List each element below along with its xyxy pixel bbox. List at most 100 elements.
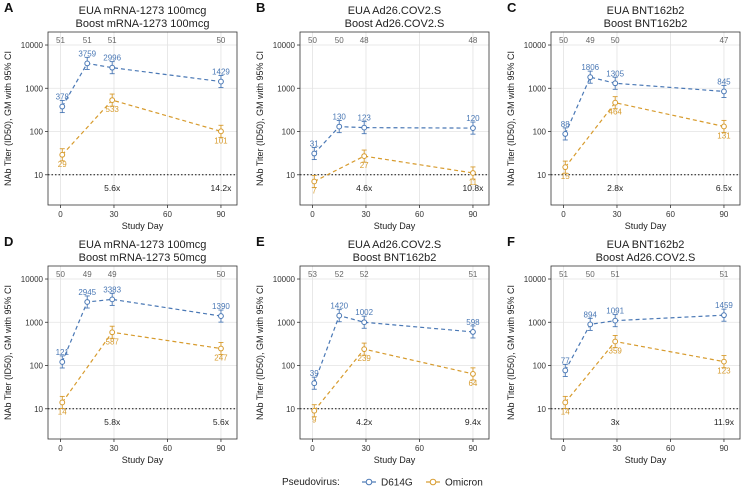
data-label-d614g: 2945 [78,288,96,297]
sample-size-label: 51 [468,270,477,279]
y-axis-label: NAb Titer (ID50), GM with 95% CI [255,51,265,186]
series-line-d614g [564,76,724,135]
data-label-d614g: 1091 [606,307,624,316]
y-tick-label: 10000 [524,275,547,284]
y-tick-label: 10 [537,171,546,180]
x-tick-label: 0 [58,444,63,453]
data-label-d614g: 120 [466,114,480,123]
data-point-omicron [218,128,224,135]
data-label-omicron: 247 [214,354,228,363]
y-tick-label: 100 [282,362,296,371]
sample-size-label: 50 [308,36,317,45]
fold-change-label: 4.2x [356,417,373,427]
y-tick-label: 1000 [528,84,546,93]
x-tick-label: 60 [415,210,424,219]
x-tick-label: 0 [310,444,315,453]
fold-change-label: 5.6x [104,183,121,193]
x-tick-label: 30 [613,444,622,453]
y-tick-label: 100 [533,362,547,371]
x-tick-label: 30 [110,210,119,219]
y-tick-label: 1000 [25,318,43,327]
sample-size-label: 50 [611,36,620,45]
data-label-d614g: 1806 [581,63,599,72]
y-tick-label: 100 [30,128,44,137]
y-tick-label: 10 [34,405,43,414]
x-tick-label: 90 [719,210,728,219]
data-label-d614g: 598 [466,318,480,327]
y-tick-label: 10 [286,405,295,414]
sample-size-label: 47 [719,36,728,45]
data-label-d614g: 77 [561,356,570,365]
panel-frame [299,31,490,206]
x-axis-label: Study Day [122,455,164,465]
x-axis-label: Study Day [625,455,667,465]
sample-size-label: 48 [468,36,477,45]
panel-letter: D [4,234,13,249]
y-axis-label: NAb Titer (ID50), GM with 95% CI [3,285,13,420]
sample-size-label: 50 [56,270,65,279]
fold-change-label: 10.8x [463,183,485,193]
series-line-omicron [313,348,474,412]
data-label-d614g: 845 [717,77,731,86]
x-axis-label: Study Day [625,221,667,231]
data-point-d614g [470,329,476,335]
data-point-d614g [470,125,476,131]
panel-letter: C [507,0,517,15]
data-point-d614g [59,103,66,110]
data-label-omicron: 64 [468,379,477,388]
y-tick-label: 10 [286,171,295,180]
data-label-d614g: 88 [561,120,570,129]
sample-size-label: 49 [83,270,92,279]
series-line-omicron [61,331,222,403]
data-label-omicron: 15 [561,172,570,181]
sample-size-label: 53 [308,270,317,279]
y-tick-label: 1000 [528,318,546,327]
x-tick-label: 60 [666,210,675,219]
data-point-d614g [59,359,66,365]
data-label-d614g: 894 [584,310,598,319]
data-label-d614g: 3383 [103,285,121,294]
data-label-d614g: 123 [358,114,372,123]
data-label-omicron: 7 [312,186,317,195]
y-tick-label: 10 [34,171,43,180]
x-tick-label: 90 [719,444,728,453]
series-line-d614g [564,314,724,371]
x-tick-label: 30 [362,210,371,219]
legend: Pseudovirus: D614G Omicron [282,477,483,489]
series-line-omicron [313,155,474,183]
x-tick-label: 90 [216,210,225,219]
data-point-omicron [562,399,569,406]
data-point-omicron [311,407,318,414]
x-axis-label: Study Day [374,221,416,231]
panel-frame [550,265,741,440]
data-point-d614g [612,80,619,87]
x-tick-label: 60 [163,444,172,453]
data-label-d614g: 1390 [212,302,230,311]
x-tick-label: 0 [310,210,315,219]
data-point-omicron [470,170,476,176]
x-tick-label: 30 [362,444,371,453]
y-tick-label: 1000 [277,318,295,327]
data-point-omicron [361,153,368,160]
data-label-d614g: 1002 [355,308,373,317]
data-label-omicron: 14 [561,407,570,416]
x-tick-label: 60 [415,444,424,453]
y-tick-label: 10000 [524,41,547,50]
fold-change-label: 14.2x [211,183,233,193]
legend-swatch-point [365,478,373,486]
data-point-d614g [721,88,727,95]
data-point-omicron [562,164,569,171]
data-point-d614g [109,64,116,71]
panel-title-line2: Boost mRNA-1273 100mcg [76,18,210,30]
y-tick-label: 1000 [277,84,295,93]
panel-letter: B [256,0,265,15]
data-label-omicron: 131 [717,131,731,140]
sample-size-label: 51 [611,270,620,279]
fold-change-label: 5.8x [104,417,121,427]
panel-frame [47,31,238,206]
series-line-omicron [564,102,725,168]
